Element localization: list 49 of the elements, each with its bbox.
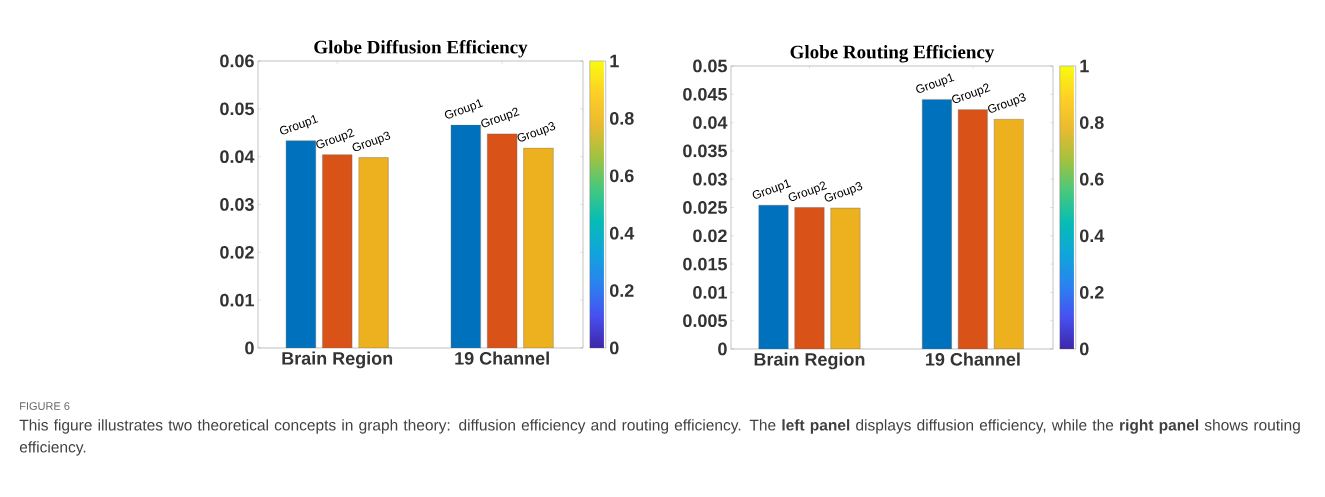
y-tick-label: 0.015 <box>683 257 727 271</box>
y-tick-label: 0.005 <box>683 314 727 328</box>
text: This figure illustrates two theoretical concepts in graph theory: diffusion efficiency and routing efficiency. The left panel displays diffusion efficiency, while the right panel shows routing efficiency. <box>19 419 1300 456</box>
color-bar-label: 0.2 <box>609 284 634 297</box>
color-bar-label: 1 <box>1080 59 1089 73</box>
y-tick-label: 0.04 <box>220 150 255 164</box>
bar <box>794 207 825 349</box>
bar <box>450 124 481 348</box>
y-tick-label: 0.01 <box>220 293 254 307</box>
bar <box>758 205 789 349</box>
text: Group3 <box>988 93 1026 113</box>
color-bar-label: 0 <box>609 341 619 355</box>
text: Group1 <box>444 99 484 119</box>
x-tick-label: Brain Region <box>282 351 393 369</box>
color-bar-label: 0 <box>1079 342 1089 356</box>
bar <box>322 154 353 348</box>
bar <box>487 133 518 348</box>
y-tick-label: 0.01 <box>693 286 727 299</box>
bar <box>922 99 952 349</box>
chart-title: Globe Routing Efficiency <box>790 44 995 63</box>
y-tick-label: 0 <box>245 341 254 355</box>
y-tick-label: 0.05 <box>220 102 254 116</box>
y-tick-label: 0.02 <box>693 229 727 243</box>
color-bar-label: 0.2 <box>1079 286 1104 299</box>
color-bar-label: 0.6 <box>609 169 634 183</box>
y-tick-label: 0 <box>718 342 727 356</box>
y-tick-label: 0.05 <box>693 59 727 73</box>
y-tick-label: 0.045 <box>683 87 727 101</box>
bar <box>285 140 316 348</box>
y-tick-label: 0.03 <box>693 172 727 186</box>
color-bar-label: 0.8 <box>1079 116 1104 129</box>
text: Group1 <box>279 114 319 135</box>
color-bar-label: 0.8 <box>609 112 634 125</box>
y-tick-label: 0.04 <box>693 116 728 129</box>
y-tick-label: 0.06 <box>220 54 254 68</box>
y-tick-label: 0.02 <box>220 245 254 259</box>
y-tick-label: 0.03 <box>220 198 254 211</box>
bar <box>958 109 988 349</box>
color-bar-label: 0.4 <box>1079 229 1105 243</box>
y-tick-label: 0.025 <box>683 201 727 214</box>
color-bar-label: 1 <box>610 54 619 68</box>
caption: FIGURE 6 <box>20 402 70 410</box>
y-tick-label: 0.035 <box>683 144 727 158</box>
chart-title: Globe Diffusion Efficiency <box>314 39 528 58</box>
x-tick-label: 19 Channel <box>926 352 1020 366</box>
x-tick-label: 19 Channel <box>455 351 549 365</box>
color-bar-label: 0.4 <box>609 226 635 240</box>
color-bar-label: 0.6 <box>1079 172 1104 186</box>
x-tick-label: Brain Region <box>754 352 865 370</box>
